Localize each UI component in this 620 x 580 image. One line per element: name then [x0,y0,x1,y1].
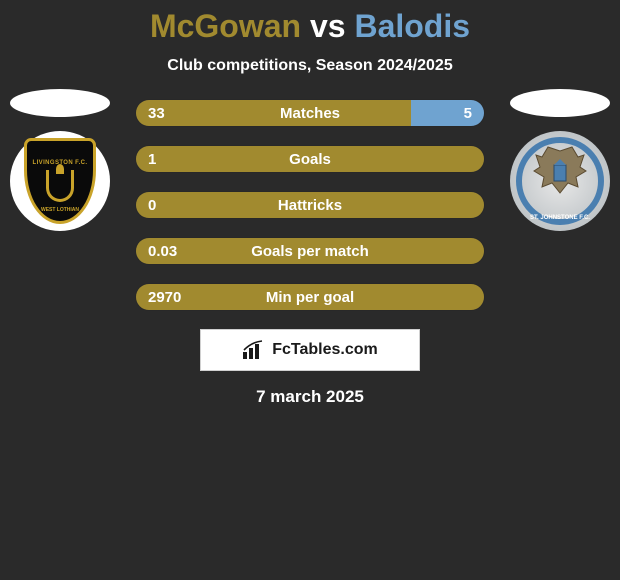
stat-bars: 335Matches 1Goals 0Hattricks 0.03Goals per … [135,99,485,311]
shield-icon: LIVINGSTON F.C. WEST LOTHIAN [24,138,96,224]
barchart-icon [242,340,266,360]
stat-label: Hattricks [136,192,484,218]
comparison-card: McGowan vs Balodis Club competitions, Se… [0,0,620,407]
title-vs: vs [310,8,346,44]
stat-label: Min per goal [136,284,484,310]
thistle-icon [56,164,64,174]
stat-label: Goals per match [136,238,484,264]
eagle-icon [530,145,590,195]
stat-row: 0Hattricks [135,191,485,219]
team-left: LIVINGSTON F.C. WEST LOTHIAN [10,89,110,231]
platform-ellipse-left [10,89,110,117]
comparison-body: LIVINGSTON F.C. WEST LOTHIAN ST. JOHNSTO… [0,99,620,311]
horseshoe-icon [46,170,74,202]
attribution-text: FcTables.com [272,341,378,359]
match-date: 7 march 2025 [0,387,620,407]
title-player2: Balodis [354,8,470,44]
stat-label: Goals [136,146,484,172]
stat-row: 2970Min per goal [135,283,485,311]
crest-right: ST. JOHNSTONE F.C. [510,131,610,231]
platform-ellipse-right [510,89,610,117]
team-right: ST. JOHNSTONE F.C. [510,89,610,231]
title: McGowan vs Balodis [0,8,620,45]
stat-row: 0.03Goals per match [135,237,485,265]
subtitle: Club competitions, Season 2024/2025 [0,57,620,75]
crest-left: LIVINGSTON F.C. WEST LOTHIAN [10,131,110,231]
stat-label: Matches [136,100,484,126]
attribution-badge[interactable]: FcTables.com [200,329,420,371]
stat-row: 1Goals [135,145,485,173]
crest-right-ring-text: ST. JOHNSTONE F.C. [522,215,598,221]
crest-left-bottom-text: WEST LOTHIAN [41,207,79,213]
stat-row: 335Matches [135,99,485,127]
title-player1: McGowan [150,8,301,44]
